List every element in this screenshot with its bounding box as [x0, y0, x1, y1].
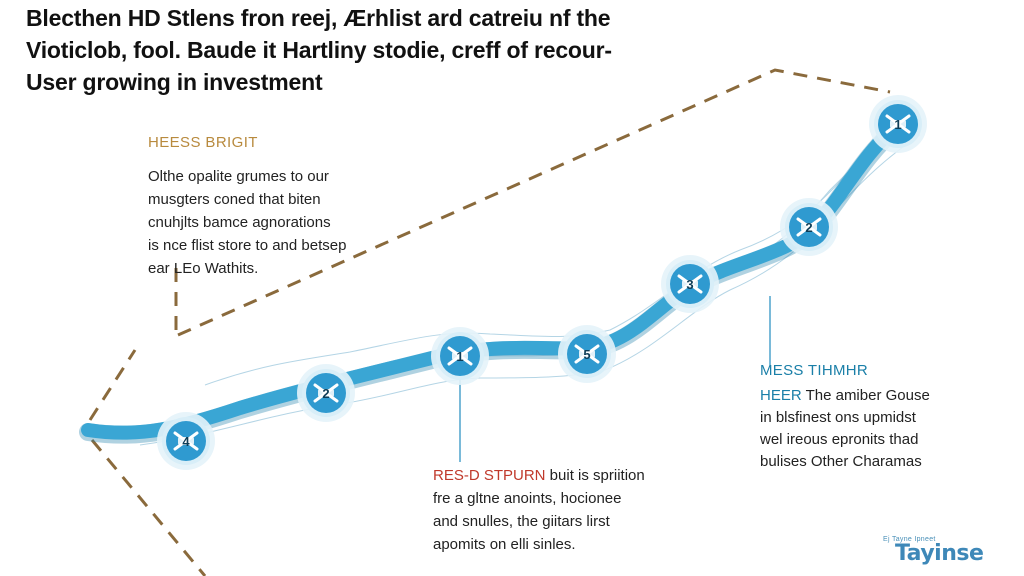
milestone-label: 2: [805, 220, 812, 235]
milestone-label: 3: [686, 277, 693, 292]
left-note-heading: HEESS BRIGIT: [148, 134, 258, 151]
left-note-line: is nce flist store to and betsep: [148, 237, 347, 254]
right-note: MESS TIHMHR HEER The amiber Gouse in bls…: [760, 362, 930, 473]
brand-tagline: Ej Tayne Ipneet: [883, 536, 936, 543]
left-note-line: Olthe opalite grumes to our: [148, 168, 329, 185]
left-note-line: cnuhjlts bamce agnorations: [148, 214, 331, 231]
brand-logo: Ej Tayne Ipneet Tayinse: [883, 536, 989, 570]
milestone-node: 1: [431, 327, 489, 385]
right-note-line: wel ireous epronits thad: [760, 431, 919, 448]
headline-line-2: Vioticlob, fool. Baude it Hartliny stodi…: [26, 37, 612, 63]
milestone-label: 1: [456, 349, 463, 364]
bottom-note-lead: RES-D STPURN: [433, 467, 546, 484]
right-note-lead: HEER: [760, 387, 802, 404]
bottom-note-first-line-text: buit is spriition: [545, 467, 645, 484]
right-note-first-line: HEER The amiber Gouse: [760, 385, 930, 407]
brand-wordmark: Tayinse: [895, 541, 984, 566]
right-note-line: in blsfinest ons upmidst: [760, 409, 916, 426]
sketch-line: [204, 169, 851, 386]
headline-line-1: Blecthen HD Stlens fron reej, Ærhlist ar…: [26, 5, 611, 31]
bottom-note-line: and snulles, the giitars lirst: [433, 513, 610, 530]
dashed-ridge-line: [88, 349, 137, 421]
milestone-label: 4: [182, 434, 190, 449]
bottom-note: RES-D STPURN buit is spriition fre a glt…: [433, 464, 645, 556]
connector-lines: [459, 296, 771, 462]
headline-line-3: User growing in investment: [26, 69, 323, 95]
bottom-note-line: apomits on elli sinles.: [433, 536, 576, 553]
left-note-line: musgters coned that biten: [148, 191, 321, 208]
left-note-line: ear LEo Wathits.: [148, 260, 259, 277]
milestone-node: 5: [558, 325, 616, 383]
dashed-outline: [88, 68, 891, 576]
milestone-label: 1: [894, 117, 901, 132]
milestone-node: 2: [297, 364, 355, 422]
milestone-node: 3: [661, 255, 719, 313]
milestone-label: 5: [583, 347, 590, 362]
bottom-note-first-line: RES-D STPURN buit is spriition: [433, 464, 645, 487]
right-note-first-line-text: The amiber Gouse: [801, 387, 930, 404]
bottom-note-line: fre a gltne anoints, hocionee: [433, 490, 622, 507]
right-note-heading: MESS TIHMHR: [760, 362, 869, 379]
dashed-upper-line: [177, 68, 891, 337]
milestone-label: 2: [322, 386, 329, 401]
right-note-line: bulises Other Charamas: [760, 453, 922, 470]
milestone-node: 4: [157, 412, 215, 470]
milestone-nodes: 4 2 1: [157, 95, 927, 470]
dashed-lower-line: [90, 439, 207, 576]
milestone-node: 2: [780, 198, 838, 256]
left-note: HEESS BRIGIT Olthe opalite grumes to our…: [148, 134, 346, 280]
milestone-node: 1: [869, 95, 927, 153]
headline: Blecthen HD Stlens fron reej, Ærhlist ar…: [26, 2, 1016, 98]
